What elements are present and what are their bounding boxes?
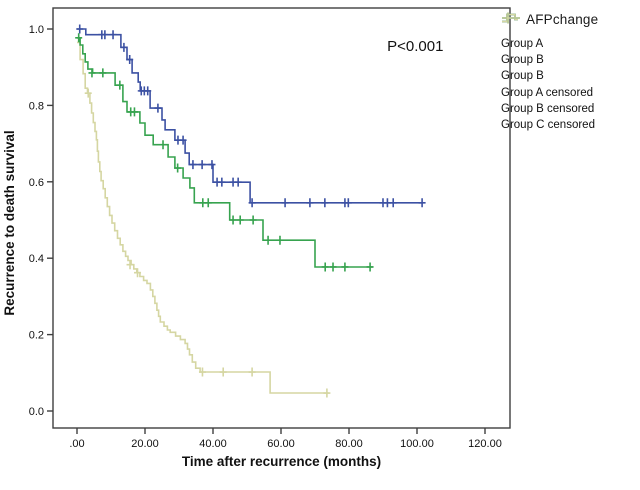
- y-axis-title: Recurrence to death survival: [2, 130, 17, 315]
- censor-mark-group-a: [389, 198, 397, 208]
- y-axis-tick-label: 0.2: [29, 330, 44, 342]
- censor-mark-group-c: [248, 367, 256, 377]
- censor-mark-group-b: [130, 107, 138, 117]
- censor-mark-group-a: [208, 160, 216, 170]
- legend-item-label: Group A: [501, 38, 544, 51]
- censor-mark-group-b: [229, 215, 237, 225]
- y-axis-tick-label: 0.8: [29, 100, 44, 112]
- censor-mark-group-b: [366, 262, 374, 272]
- censor-mark-group-a: [189, 160, 197, 170]
- legend-swatch-censor-icon: [502, 12, 520, 24]
- legend: AFPchange Group A Group B Group B Group A c…: [500, 10, 640, 133]
- legend-title: AFPchange: [526, 12, 599, 27]
- censor-mark-group-a: [281, 198, 289, 208]
- plot-frame: [52, 7, 511, 429]
- censor-mark-group-c: [84, 88, 92, 98]
- p-value-annotation: P<0.001: [387, 38, 443, 55]
- y-axis-tick-label: 1.0: [29, 24, 44, 36]
- legend-item: Group A censored: [500, 12, 640, 101]
- censor-mark-group-b: [88, 68, 96, 78]
- censor-mark-group-a: [76, 24, 84, 34]
- censor-mark-group-a: [234, 177, 242, 187]
- censor-mark-group-b: [321, 262, 329, 272]
- censor-mark-group-c: [134, 268, 142, 278]
- censor-mark-group-c: [198, 367, 206, 377]
- censor-mark-group-b: [75, 33, 83, 43]
- censor-mark-group-a: [109, 30, 117, 40]
- censor-mark-group-b: [159, 140, 167, 150]
- censor-mark-group-a: [198, 160, 206, 170]
- y-axis-tick-label: 0.6: [29, 177, 44, 189]
- x-axis-tick-label: 120.00: [468, 438, 502, 450]
- legend-item-label: Group B censored: [501, 102, 595, 115]
- censor-mark-group-b: [204, 198, 212, 208]
- survival-curve-group-c: [77, 41, 329, 394]
- censor-mark-group-a: [120, 42, 128, 52]
- x-axis-tick-label: .00: [69, 438, 84, 450]
- legend-item: Group C censored: [500, 12, 640, 133]
- legend-swatch-line-icon: [502, 13, 518, 23]
- censor-mark-group-b: [264, 235, 272, 245]
- legend-items: Group A Group B Group B Group A censored Gro…: [500, 12, 640, 133]
- x-axis-title: Time after recurrence (months): [182, 454, 381, 469]
- censor-mark-group-b: [341, 262, 349, 272]
- censor-mark-group-b: [249, 215, 257, 225]
- legend-item: Group B: [500, 13, 640, 68]
- legend-item-label: Group B: [501, 70, 544, 83]
- censor-mark-group-c: [323, 388, 331, 398]
- censor-mark-group-b: [276, 235, 284, 245]
- censor-mark-group-c: [219, 367, 227, 377]
- legend-item: Group A: [500, 13, 640, 52]
- x-axis-tick-label: 60.00: [267, 438, 295, 450]
- censor-mark-group-b: [329, 262, 337, 272]
- censor-mark-group-a: [306, 198, 314, 208]
- censor-mark-group-a: [154, 103, 162, 113]
- censor-mark-group-b: [116, 80, 124, 90]
- censor-mark-group-b: [99, 68, 107, 78]
- x-axis-tick-label: 80.00: [335, 438, 363, 450]
- y-axis-tick-label: 0.0: [29, 406, 44, 418]
- censor-mark-group-a: [144, 86, 152, 96]
- legend-item: Group B: [500, 13, 640, 84]
- censor-mark-group-b: [236, 215, 244, 225]
- censor-mark-group-a: [101, 30, 109, 40]
- censor-mark-group-a: [179, 135, 187, 145]
- censor-mark-group-a: [321, 198, 329, 208]
- x-axis-tick-label: 40.00: [199, 438, 227, 450]
- legend-item-label: Group A censored: [501, 86, 594, 99]
- censor-mark-group-a: [248, 198, 256, 208]
- y-axis-tick-label: 0.4: [29, 253, 44, 265]
- x-axis-tick-label: 100.00: [400, 438, 434, 450]
- legend-item: Group B censored: [500, 12, 640, 117]
- censor-mark-group-a: [126, 55, 134, 65]
- legend-item-label: Group C censored: [501, 119, 595, 132]
- censor-mark-group-b: [174, 163, 182, 173]
- censor-mark-group-a: [344, 198, 352, 208]
- x-axis-tick-label: 20.00: [131, 438, 159, 450]
- survival-curve-group-b: [77, 37, 373, 268]
- censor-mark-group-c: [126, 260, 134, 270]
- censor-mark-group-a: [218, 177, 226, 187]
- legend-item-label: Group B: [501, 54, 544, 67]
- censor-mark-group-a: [418, 198, 426, 208]
